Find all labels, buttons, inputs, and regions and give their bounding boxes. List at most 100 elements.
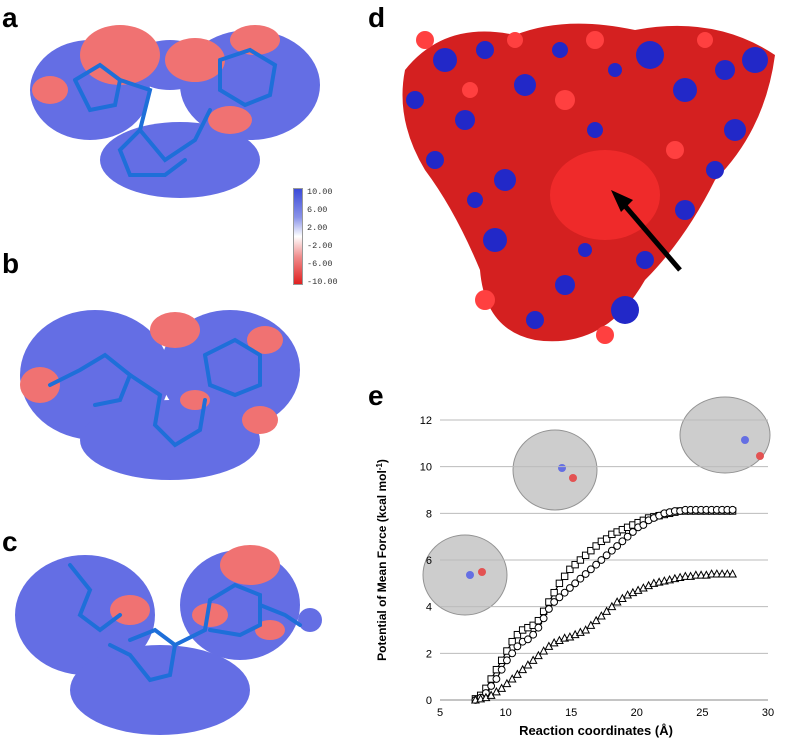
data-point-circle (513, 642, 522, 651)
colorbar-label: 10.00 (307, 187, 333, 197)
x-tick-label: 30 (762, 707, 774, 719)
y-tick-label: 12 (420, 415, 432, 427)
x-tick-label: 5 (437, 707, 443, 719)
data-point-circle (728, 505, 737, 514)
data-point-square (592, 542, 600, 550)
panel-label-a: a (2, 2, 18, 33)
inset-snapshot-start (422, 534, 508, 616)
data-point-circle (613, 542, 622, 550)
data-point-circle (597, 556, 606, 564)
data-point-square (566, 565, 574, 574)
colorbar-label: 2.00 (307, 223, 328, 233)
x-tick-label: 15 (565, 707, 577, 719)
colorbar-label: -10.00 (307, 277, 338, 287)
y-tick-label: 8 (426, 508, 432, 520)
data-point-circle (623, 532, 632, 541)
data-point-square (581, 551, 590, 560)
y-tick-label: 6 (426, 555, 432, 567)
data-point-triangle (523, 660, 533, 669)
data-point-square (576, 556, 585, 564)
data-point-circle (508, 649, 517, 658)
data-point-circle (555, 593, 564, 602)
data-point-circle (560, 588, 569, 597)
data-point-square (571, 560, 579, 569)
data-point-circle (544, 605, 553, 613)
data-point-circle (602, 551, 611, 560)
molecule-surface-a (30, 25, 320, 198)
colorbar-label: -6.00 (307, 259, 333, 269)
data-point-circle (571, 579, 580, 588)
data-point-square (560, 572, 569, 581)
y-axis-label: Potential of Mean Force (kcal mol-1) (375, 459, 390, 661)
data-point-triangle (680, 571, 690, 580)
arrow-head-icon (611, 190, 633, 212)
y-tick-label: 4 (426, 602, 432, 614)
data-point-circle (565, 584, 574, 592)
data-point-circle (607, 546, 616, 555)
data-point-circle (628, 528, 637, 536)
data-point-square (555, 579, 564, 588)
data-point-circle (581, 570, 590, 578)
data-point-triangle (712, 569, 722, 578)
data-point-triangle (717, 569, 727, 578)
data-point-circle (497, 665, 506, 674)
data-point-triangle (539, 646, 549, 655)
data-point-circle (534, 623, 543, 632)
data-point-circle (487, 682, 496, 690)
data-point-square (550, 588, 558, 597)
inset-snapshot-middle (512, 429, 598, 511)
data-point-triangle (586, 620, 596, 629)
molecule-surface-b (20, 310, 300, 480)
data-point-circle (503, 656, 511, 665)
data-point-square (587, 546, 595, 555)
panel-label-d: d (368, 2, 386, 33)
x-tick-label: 20 (631, 707, 643, 719)
data-point-triangle (722, 569, 732, 578)
data-point-triangle (512, 669, 522, 678)
arrow-line (618, 198, 682, 272)
data-point-circle (586, 565, 595, 574)
data-point-square (602, 535, 611, 543)
molecule-surface-c (15, 545, 322, 735)
data-point-triangle (728, 569, 738, 578)
y-tick-label: 0 (426, 695, 432, 707)
data-point-triangle (581, 625, 591, 634)
x-tick-label: 10 (499, 707, 511, 719)
data-point-triangle (528, 655, 538, 664)
data-point-circle (529, 630, 538, 639)
data-point-triangle (502, 678, 512, 688)
data-point-triangle (691, 570, 701, 579)
data-point-circle (539, 614, 548, 623)
data-point-triangle (533, 650, 543, 660)
protein-surface-d (402, 23, 775, 344)
data-point-circle (618, 537, 627, 546)
panel-label-c: c (2, 526, 18, 557)
colorbar-gradient (293, 188, 303, 285)
data-point-triangle (696, 570, 706, 579)
data-point-triangle (507, 674, 517, 683)
data-point-circle (592, 560, 601, 569)
panel-label-b: b (2, 248, 20, 279)
colorbar-label: 6.00 (307, 205, 328, 215)
colorbar: 10.00 6.00 2.00 -2.00 -6.00 -10.00 (293, 188, 363, 288)
data-point-circle (492, 675, 501, 683)
y-tick-label: 10 (420, 462, 432, 474)
panel-label-e: e (368, 380, 384, 411)
data-point-square (508, 637, 516, 646)
inset-snapshot-end (679, 396, 771, 474)
data-point-triangle (707, 569, 717, 578)
data-point-circle (576, 574, 585, 583)
data-point-square (513, 630, 522, 639)
data-point-triangle (591, 615, 601, 625)
data-point-triangle (607, 601, 617, 611)
data-point-triangle (602, 606, 612, 615)
data-point-triangle (518, 664, 528, 674)
data-point-circle (550, 598, 559, 606)
colorbar-label: -2.00 (307, 241, 333, 251)
x-tick-label: 25 (696, 707, 708, 719)
data-point-circle (524, 635, 532, 644)
y-tick-label: 2 (426, 648, 432, 660)
x-axis-label: Reaction coordinates (Å) (519, 723, 673, 738)
data-point-circle (639, 521, 648, 529)
